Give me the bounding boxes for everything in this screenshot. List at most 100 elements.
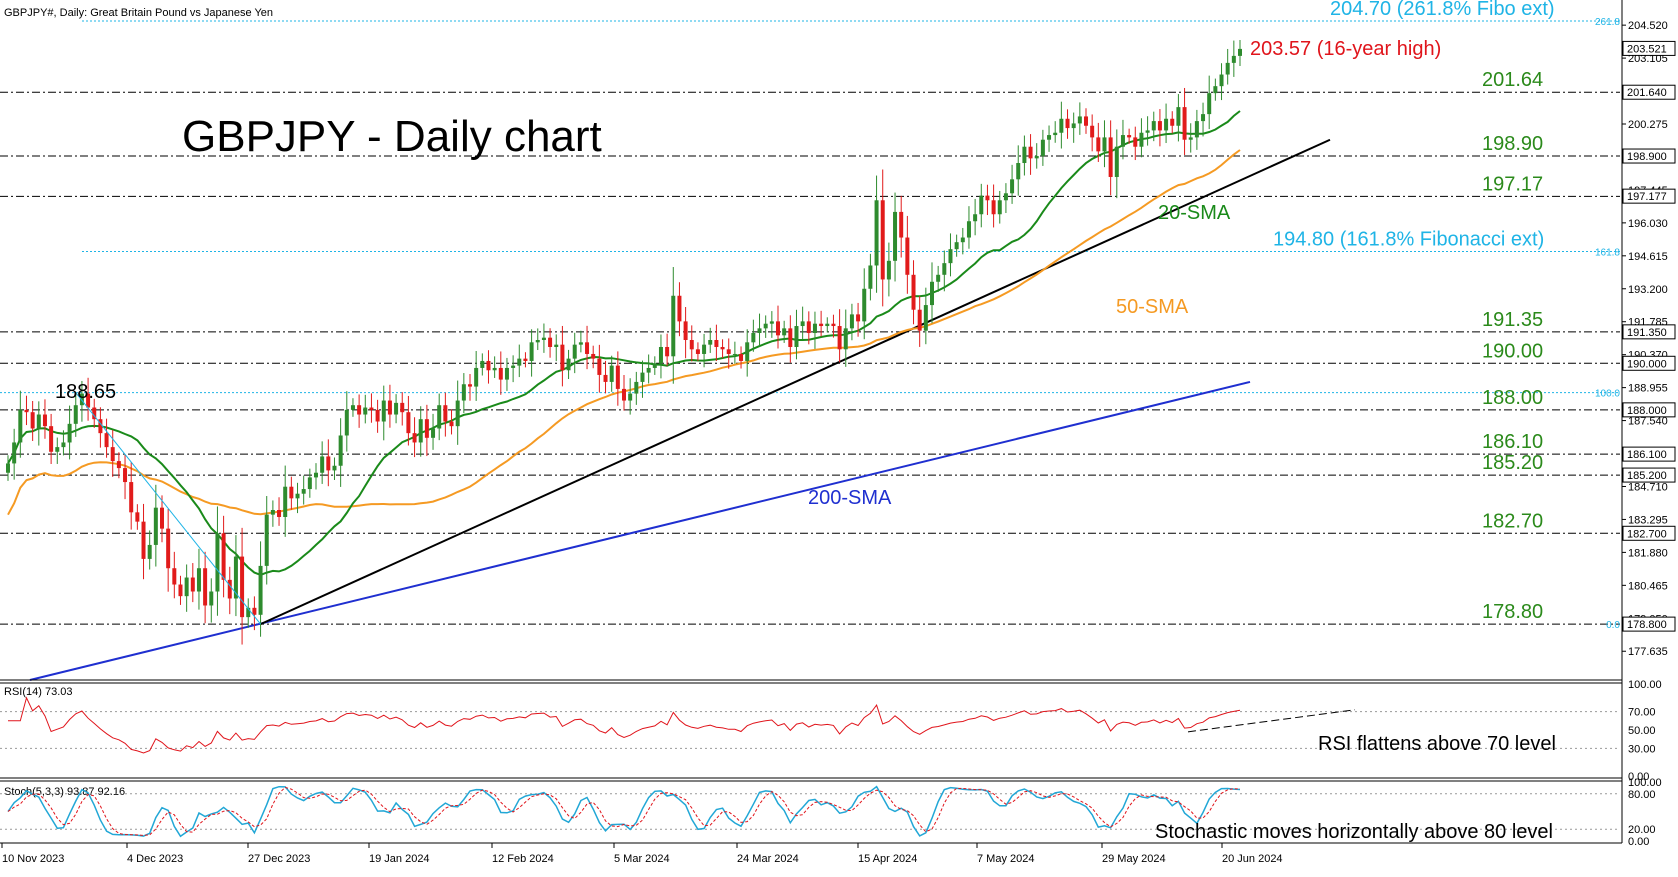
candle-body [307, 477, 312, 490]
candle-body [1176, 107, 1181, 126]
price-box-label: 178.800 [1627, 619, 1667, 631]
level-label[interactable]: 178.80 [1482, 601, 1543, 623]
candle-body [936, 274, 941, 282]
candle-body [695, 349, 700, 354]
level-label[interactable]: 185.20 [1482, 452, 1543, 474]
fibo-level-label[interactable]: 204.70 (261.8% Fibo ext) [1330, 0, 1555, 20]
candle-body [677, 295, 682, 322]
candle-body [369, 407, 374, 410]
fibo-diagonal [75, 392, 261, 625]
candle-body [702, 344, 707, 354]
price-box-label: 185.200 [1627, 470, 1667, 482]
candle-body [689, 340, 694, 350]
candle-body [960, 237, 965, 243]
candle-body [769, 321, 774, 324]
candle-body [1016, 163, 1021, 180]
sma20-line [7, 110, 1241, 576]
sma200-line [29, 380, 1251, 681]
candle-body [1059, 118, 1064, 133]
candle-body [252, 607, 257, 615]
price-box [1622, 188, 1676, 204]
candle-body [646, 367, 651, 373]
price-box-label: 198.900 [1627, 151, 1667, 163]
price-tick-label: 200.275 [1628, 119, 1668, 131]
candle-body [264, 514, 269, 566]
high-annotation[interactable]: 203.57 (16-year high) [1250, 38, 1441, 60]
candle-body [92, 407, 97, 420]
date-label: 15 Apr 2024 [858, 853, 917, 865]
candle-body [123, 468, 128, 483]
level-label[interactable]: 197.17 [1482, 173, 1543, 195]
candle-body [498, 367, 503, 380]
price-box [1622, 467, 1676, 483]
price-box [1622, 616, 1676, 632]
candle-body [480, 360, 485, 368]
level-label[interactable]: 188.00 [1482, 387, 1543, 409]
candle-body [1145, 130, 1150, 133]
candle-body [332, 465, 337, 471]
candle-body [973, 214, 978, 222]
candle-body [394, 402, 399, 415]
fibo-side-label: 100.0 [1595, 389, 1620, 400]
candle-body [344, 409, 349, 436]
candle-body [110, 447, 115, 462]
sma200-label[interactable]: 200-SMA [808, 487, 892, 509]
candle-body [868, 265, 873, 289]
candle-body [1120, 135, 1125, 147]
level-label[interactable]: 198.90 [1482, 133, 1543, 155]
candle-body [178, 584, 183, 597]
level-label[interactable]: 191.35 [1482, 309, 1543, 331]
candle-body [1096, 137, 1101, 152]
price-tick-label: 187.540 [1628, 416, 1668, 428]
candle-body [1219, 74, 1224, 87]
candle-body [55, 447, 60, 452]
candle-body [98, 419, 103, 434]
candle-body [806, 321, 811, 334]
candle-body [184, 577, 189, 597]
candle-body [1164, 118, 1169, 131]
price-axis: 204.520203.105200.275197.445196.030194.6… [1595, 0, 1676, 843]
candle-body [609, 365, 614, 382]
candle-body [12, 442, 17, 464]
candle-body [221, 533, 226, 580]
candle-body [517, 358, 522, 366]
candle-body [825, 323, 830, 327]
candle-body [1090, 125, 1095, 138]
candle-body [979, 195, 984, 215]
candle-body [190, 577, 195, 592]
candle-body [628, 393, 633, 401]
price-box [1622, 40, 1676, 56]
level-label[interactable]: 182.70 [1482, 510, 1543, 532]
candle-body [739, 353, 744, 361]
candle-body [338, 435, 343, 466]
level-label[interactable]: 190.00 [1482, 340, 1543, 362]
level-label[interactable]: 186.10 [1482, 431, 1543, 453]
price-tick-label: 193.200 [1628, 284, 1668, 296]
candle-body [930, 281, 934, 306]
level-label[interactable]: 201.64 [1482, 69, 1543, 91]
date-label: 4 Dec 2023 [127, 853, 183, 865]
candle-body [1010, 179, 1015, 194]
candle-body [49, 426, 54, 452]
sma50-label[interactable]: 50-SMA [1116, 296, 1189, 318]
fibo-level-label[interactable]: 194.80 (161.8% Fibonacci ext) [1273, 229, 1544, 251]
stoch-note: Stochastic moves horizontally above 80 l… [1155, 821, 1553, 843]
sma20-label[interactable]: 20-SMA [1158, 202, 1231, 224]
candle-body [172, 568, 177, 585]
candle-body [578, 342, 583, 345]
candle-body [1040, 139, 1045, 157]
low-high-annotation[interactable]: 188.65 [55, 381, 116, 403]
candle-body [634, 381, 639, 394]
date-label: 12 Feb 2024 [492, 853, 554, 865]
rsi-tick-label: 30.00 [1628, 743, 1656, 755]
candle-body [917, 309, 922, 331]
candle-body [1065, 118, 1070, 129]
candle-body [1127, 135, 1132, 138]
candle-body [153, 507, 158, 545]
price-box [1622, 355, 1676, 371]
rsi-panel: RSI(14) 73.03 100.00 70.00 50.00 30.00 0.00 [0, 679, 1662, 783]
price-box-label: 197.177 [1627, 191, 1667, 203]
candle-body [923, 305, 928, 331]
candle-body [985, 195, 990, 201]
rsi-tick-label: 50.00 [1628, 725, 1656, 737]
